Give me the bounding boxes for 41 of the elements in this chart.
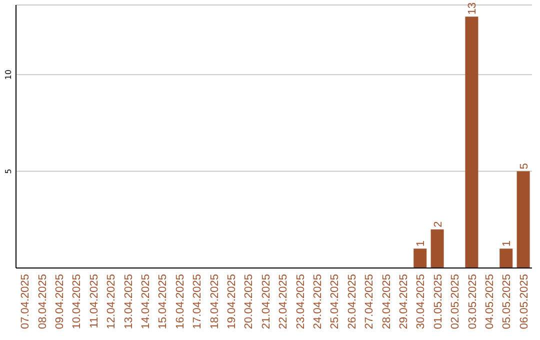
x-tick-label: 09.04.2025 <box>54 274 66 330</box>
x-tick-label: 08.04.2025 <box>36 274 49 330</box>
x-tick-label: 12.04.2025 <box>106 274 118 330</box>
x-tick-label: 02.05.2025 <box>450 274 462 330</box>
x-tick-label: 20.04.2025 <box>243 274 256 330</box>
x-tick-label: 15.04.2025 <box>157 274 170 330</box>
x-tick-label: 29.04.2025 <box>398 274 410 330</box>
x-tick-label: 26.04.2025 <box>346 274 358 330</box>
x-tick-label: 25.04.2025 <box>329 274 342 330</box>
data-label: 1 <box>501 240 514 247</box>
bar <box>430 229 444 268</box>
x-tick-label: 06.05.2025 <box>518 274 530 330</box>
x-tick-label: 27.04.2025 <box>364 274 376 330</box>
x-tick-label: 07.04.2025 <box>20 274 32 330</box>
data-label: 5 <box>518 163 530 170</box>
x-tick-label: 17.04.2025 <box>192 274 204 330</box>
x-tick-label: 04.05.2025 <box>484 274 496 330</box>
x-tick-label: 16.04.2025 <box>174 274 186 330</box>
data-label: 2 <box>432 221 444 228</box>
bar <box>414 248 427 268</box>
x-tick-label: 11.04.2025 <box>88 274 100 328</box>
x-tick-label: 30.04.2025 <box>415 274 428 330</box>
bar <box>516 171 530 268</box>
x-tick-label: 19.04.2025 <box>226 274 238 330</box>
x-tick-label: 05.05.2025 <box>501 274 514 330</box>
x-tick-label: 14.04.2025 <box>140 274 152 330</box>
y-tick-label: 10 <box>4 70 13 80</box>
x-tick-label: 24.04.2025 <box>312 274 324 330</box>
data-label: 1 <box>415 240 428 247</box>
bar <box>500 248 513 268</box>
x-tick-label: 18.04.2025 <box>208 274 221 330</box>
bar <box>465 16 478 268</box>
x-tick-label: 13.04.2025 <box>122 274 135 330</box>
x-tick-label: 22.04.2025 <box>278 274 290 330</box>
data-label: 13 <box>466 2 479 15</box>
x-tick-label: 23.04.2025 <box>294 274 307 330</box>
x-tick-label: 10.04.2025 <box>71 274 84 330</box>
x-tick-label: 03.05.2025 <box>466 274 479 330</box>
x-tick-label: 21.04.2025 <box>260 274 272 330</box>
x-tick-label: 01.05.2025 <box>432 274 444 330</box>
x-tick-label: 28.04.2025 <box>380 274 393 330</box>
